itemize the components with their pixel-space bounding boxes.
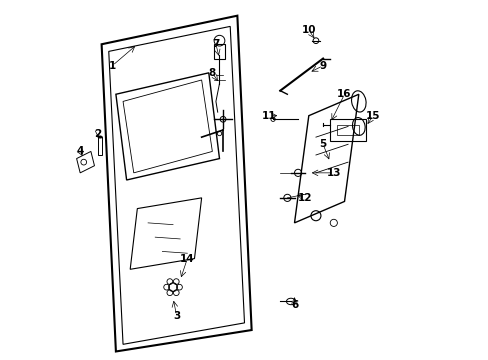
Text: 7: 7 [212, 39, 219, 49]
Text: 11: 11 [262, 111, 276, 121]
Text: 13: 13 [326, 168, 340, 178]
Text: 14: 14 [180, 253, 194, 264]
Bar [98, 137, 102, 155]
Text: 16: 16 [337, 89, 351, 99]
Text: 6: 6 [290, 300, 298, 310]
Text: 5: 5 [319, 139, 326, 149]
Text: 15: 15 [365, 111, 380, 121]
Text: 10: 10 [301, 25, 315, 35]
Bar [337, 125, 358, 135]
Text: 9: 9 [319, 61, 326, 71]
Text: 8: 8 [208, 68, 216, 78]
Bar [214, 44, 224, 59]
Text: 2: 2 [94, 129, 102, 139]
Text: 4: 4 [76, 147, 84, 157]
Text: 12: 12 [297, 193, 312, 203]
Text: 3: 3 [173, 311, 180, 321]
Text: 1: 1 [108, 61, 116, 71]
Bar [329, 119, 365, 141]
